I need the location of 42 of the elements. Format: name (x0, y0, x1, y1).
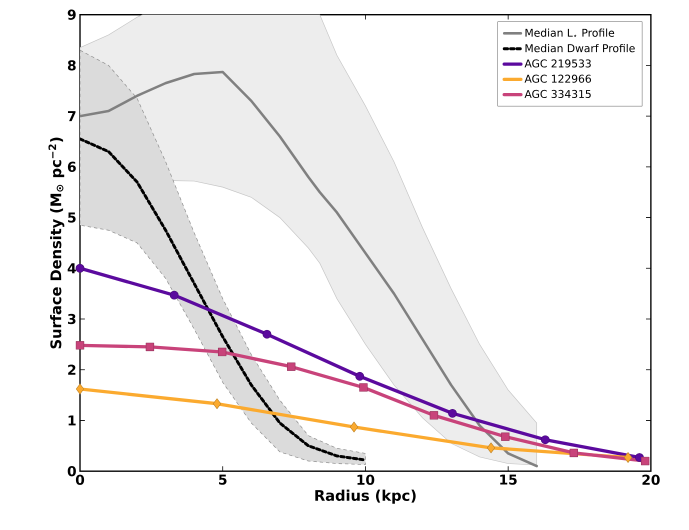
x-axis-title: Radius (kpc) (315, 490, 416, 504)
point (540, 435, 550, 444)
x-tick-label: 0 (76, 474, 84, 486)
point (76, 264, 84, 273)
y-tick-label: 5 (68, 212, 76, 223)
legend-label: AGC 219533 (524, 60, 591, 68)
point (640, 456, 650, 466)
y-axis-title: Surface Density (M$_{⊙}$ pc$^{−2}$) (48, 138, 64, 348)
x-tick-label: 15 (500, 474, 517, 485)
y-tick-label: 6 (68, 162, 76, 172)
legend-label: AGC 122966 (524, 74, 591, 83)
point (287, 362, 296, 371)
point (76, 384, 84, 394)
point (448, 409, 457, 418)
point (146, 342, 154, 352)
point (76, 341, 84, 350)
legend-label: Median L$_{⋆}$ Profile (526, 28, 614, 38)
x-tick-label: 5 (219, 474, 227, 485)
x-tick-label: 10 (357, 474, 374, 486)
point (570, 448, 578, 458)
point (350, 422, 358, 432)
point (218, 348, 226, 356)
point (486, 442, 496, 454)
y-tick-label: 8 (68, 60, 76, 71)
point (355, 372, 364, 381)
y-tick-label: 4 (68, 263, 76, 274)
y-tick-label: 1 (68, 416, 76, 426)
point (262, 330, 272, 339)
y-tick-label: 9 (68, 10, 76, 20)
y-tick-label: 7 (68, 111, 76, 122)
legend-label: AGC 334315 (524, 90, 591, 98)
point (501, 432, 510, 441)
point (430, 411, 438, 420)
point (624, 452, 632, 463)
x-tick-label: 20 (642, 474, 660, 486)
y-tick-label: 0 (68, 466, 76, 476)
point (212, 398, 222, 410)
point (359, 383, 368, 392)
point (170, 290, 179, 300)
legend-label: Median Dwarf Profile (526, 44, 635, 52)
y-tick-label: 2 (68, 364, 76, 375)
y-tick-label: 3 (68, 314, 76, 324)
